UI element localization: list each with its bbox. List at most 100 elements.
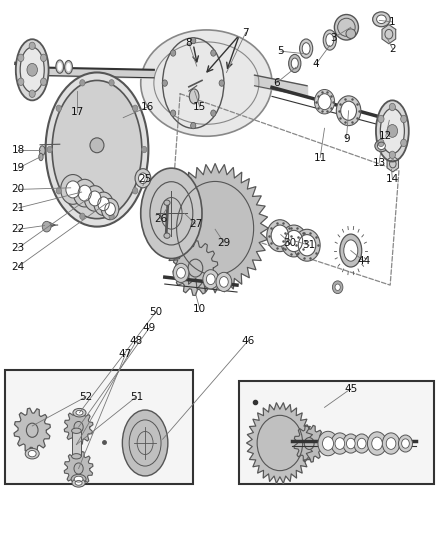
Circle shape	[80, 213, 85, 220]
Circle shape	[398, 435, 412, 452]
Ellipse shape	[71, 454, 81, 459]
Circle shape	[173, 263, 188, 282]
Ellipse shape	[163, 200, 170, 205]
Circle shape	[219, 277, 228, 287]
Circle shape	[176, 181, 253, 275]
Text: 13: 13	[372, 158, 385, 168]
Circle shape	[400, 139, 406, 147]
Polygon shape	[173, 241, 217, 295]
Text: 8: 8	[185, 38, 192, 48]
Text: 19: 19	[11, 163, 25, 173]
Text: 46: 46	[241, 336, 254, 346]
Polygon shape	[64, 410, 93, 445]
Ellipse shape	[375, 100, 408, 161]
Circle shape	[88, 191, 101, 206]
Circle shape	[332, 281, 342, 294]
Circle shape	[74, 463, 83, 474]
Circle shape	[381, 433, 399, 454]
Circle shape	[47, 147, 52, 153]
Circle shape	[138, 173, 147, 183]
Circle shape	[334, 284, 339, 290]
Circle shape	[371, 437, 381, 450]
Text: 15: 15	[193, 102, 206, 112]
Circle shape	[132, 188, 138, 194]
Text: 48: 48	[130, 336, 143, 346]
Circle shape	[141, 147, 147, 153]
Circle shape	[109, 79, 114, 86]
Ellipse shape	[299, 39, 312, 58]
Ellipse shape	[163, 233, 170, 238]
Ellipse shape	[66, 63, 71, 71]
Polygon shape	[246, 403, 312, 483]
Circle shape	[304, 438, 314, 449]
Circle shape	[66, 181, 80, 198]
Circle shape	[353, 434, 369, 453]
Circle shape	[135, 168, 150, 188]
Circle shape	[340, 101, 356, 120]
Bar	[239, 381, 433, 484]
Ellipse shape	[379, 108, 403, 154]
Ellipse shape	[141, 30, 272, 136]
Ellipse shape	[56, 60, 64, 73]
Text: 25: 25	[138, 174, 152, 184]
Text: 12: 12	[378, 131, 392, 141]
Ellipse shape	[122, 410, 167, 476]
Circle shape	[42, 221, 51, 232]
Circle shape	[377, 115, 383, 123]
Ellipse shape	[71, 474, 86, 484]
Text: 14: 14	[385, 174, 398, 184]
Ellipse shape	[76, 410, 83, 415]
Circle shape	[176, 268, 185, 278]
Ellipse shape	[75, 480, 82, 485]
Circle shape	[266, 220, 292, 252]
Text: 30: 30	[283, 238, 295, 247]
Text: 6: 6	[272, 78, 279, 88]
Circle shape	[210, 50, 215, 56]
Circle shape	[190, 123, 195, 129]
Circle shape	[170, 110, 175, 116]
Text: 18: 18	[11, 144, 25, 155]
Text: 20: 20	[12, 184, 25, 195]
Ellipse shape	[376, 15, 385, 23]
Circle shape	[73, 179, 96, 207]
Text: 52: 52	[79, 392, 92, 402]
Circle shape	[78, 185, 91, 201]
Text: 47: 47	[119, 349, 132, 359]
Circle shape	[29, 42, 35, 50]
Ellipse shape	[325, 34, 333, 46]
Circle shape	[334, 438, 344, 449]
Circle shape	[187, 259, 202, 277]
Text: 44: 44	[357, 256, 370, 266]
Ellipse shape	[16, 39, 49, 100]
Circle shape	[297, 235, 315, 256]
Circle shape	[280, 225, 306, 257]
Ellipse shape	[290, 58, 297, 69]
Text: 29: 29	[217, 238, 230, 247]
Circle shape	[215, 272, 231, 292]
Circle shape	[190, 37, 195, 44]
Circle shape	[26, 423, 38, 437]
Text: 45: 45	[343, 384, 357, 394]
Text: 31: 31	[302, 240, 315, 250]
Circle shape	[74, 422, 83, 433]
Ellipse shape	[28, 450, 36, 457]
Text: 2: 2	[388, 44, 395, 53]
Circle shape	[206, 274, 215, 285]
Text: 26: 26	[153, 214, 167, 224]
Text: 9: 9	[343, 134, 349, 144]
Ellipse shape	[322, 30, 336, 50]
Circle shape	[94, 192, 113, 215]
Circle shape	[60, 174, 85, 204]
Ellipse shape	[46, 72, 148, 227]
Polygon shape	[386, 156, 398, 172]
Circle shape	[400, 115, 406, 123]
Circle shape	[27, 63, 37, 76]
Ellipse shape	[39, 146, 45, 156]
Circle shape	[271, 225, 288, 246]
Circle shape	[389, 103, 395, 111]
Circle shape	[98, 197, 109, 211]
Circle shape	[385, 438, 395, 449]
Text: 22: 22	[11, 224, 25, 235]
Circle shape	[342, 434, 358, 453]
Circle shape	[377, 139, 383, 147]
